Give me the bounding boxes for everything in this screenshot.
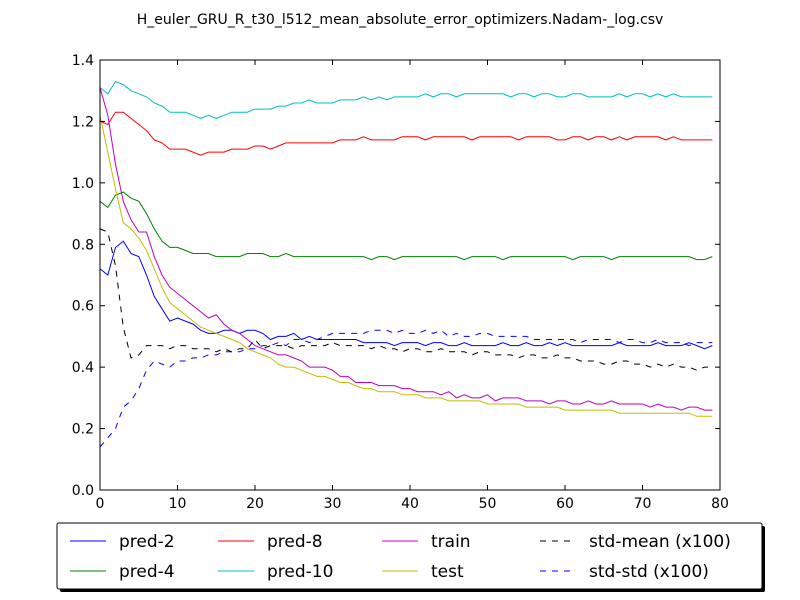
y-tick-label: 1.0: [72, 176, 94, 192]
x-tick-label: 30: [324, 496, 342, 512]
x-tick-label: 10: [169, 496, 187, 512]
chart-title: H_euler_GRU_R_t30_l512_mean_absolute_err…: [137, 12, 664, 28]
y-tick-label: 0.0: [72, 483, 94, 499]
legend-label: test: [431, 562, 464, 582]
y-tick-label: 0.6: [72, 299, 94, 315]
y-tick-label: 1.2: [72, 114, 94, 130]
series-line-7: [99, 228, 713, 371]
tick-layer: 0 10 20 30 40 50 60 70 80 0.0 0.2 0.4 0.6 0.8 1.0 1.2 1.…: [72, 53, 729, 512]
x-tick-label: 20: [246, 496, 264, 512]
x-tick-label: 70: [634, 496, 652, 512]
legend-label: pred-8: [267, 532, 323, 552]
y-tick-label: 0.2: [72, 422, 94, 438]
series-line-8: [99, 329, 713, 448]
series-line-4: [99, 80, 713, 119]
plot-frame: [99, 59, 721, 491]
series-line-2: [99, 191, 713, 261]
x-tick-label: 40: [401, 496, 419, 512]
x-tick-label: 80: [711, 496, 729, 512]
series-line-1: [99, 240, 713, 350]
legend-label: pred-2: [119, 532, 175, 552]
y-tick-label: 0.8: [72, 237, 94, 253]
legend-label: pred-10: [267, 562, 333, 582]
series-line-3: [99, 111, 713, 156]
y-tick-label: 1.4: [72, 53, 94, 69]
series-layer: [99, 80, 713, 448]
legend-frame: [56, 522, 763, 590]
legend-label: train: [431, 532, 471, 552]
x-tick-label: 0: [96, 496, 105, 512]
x-tick-label: 50: [479, 496, 497, 512]
series-line-6: [99, 115, 713, 417]
x-tick-label: 60: [556, 496, 574, 512]
legend-label: pred-4: [119, 562, 175, 582]
legend: pred-2 pred-4 pred-8 pred-10 train test std-me…: [56, 522, 765, 592]
y-tick-label: 0.4: [72, 360, 94, 376]
legend-label: std-std (x100): [589, 562, 709, 582]
series-line-5: [99, 87, 713, 411]
legend-label: std-mean (x100): [589, 532, 731, 552]
